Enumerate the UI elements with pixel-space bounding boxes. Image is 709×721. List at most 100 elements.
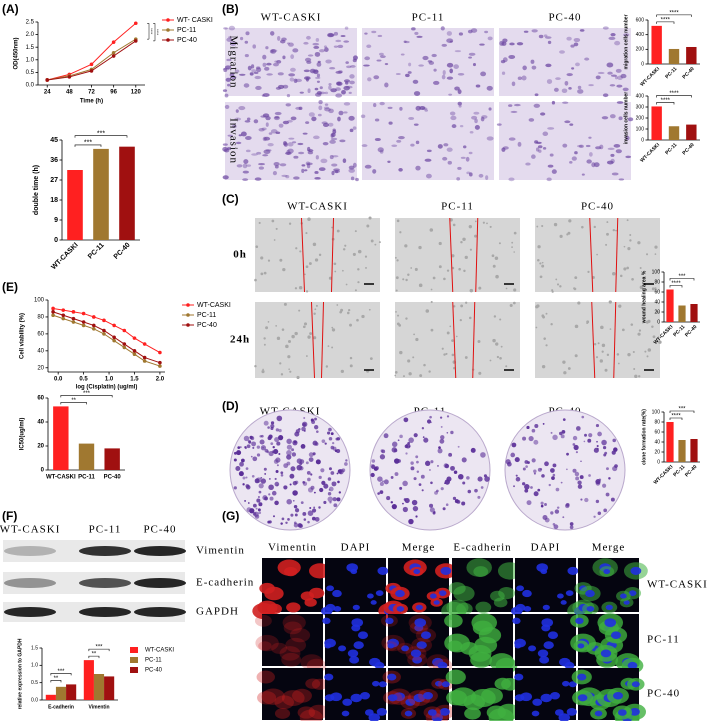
wound-bg <box>395 302 520 378</box>
cell <box>424 109 429 112</box>
colony <box>238 471 244 477</box>
colony <box>294 508 300 513</box>
colony <box>595 480 601 486</box>
texture <box>357 268 360 271</box>
colony <box>330 432 334 436</box>
colony <box>416 470 420 474</box>
colony <box>311 508 317 513</box>
colony <box>408 518 414 525</box>
colony <box>258 483 264 489</box>
texture <box>418 245 422 250</box>
cell <box>242 163 248 169</box>
cell <box>265 46 269 50</box>
texture <box>489 225 492 228</box>
colony <box>305 461 309 465</box>
significance-bracket <box>656 102 675 105</box>
colony <box>323 500 327 505</box>
point <box>91 315 96 319</box>
cell <box>618 178 625 181</box>
texture <box>599 359 603 363</box>
cell <box>303 41 309 45</box>
cell <box>315 37 320 42</box>
colony <box>437 465 439 467</box>
colony <box>429 507 435 513</box>
texture <box>639 285 644 290</box>
legend-label: WT-CASKI <box>145 648 174 654</box>
cell <box>479 43 485 46</box>
texture <box>262 368 264 371</box>
texture <box>586 320 590 324</box>
texture <box>621 328 625 332</box>
colony <box>331 481 337 487</box>
cell <box>324 103 329 106</box>
legend-label: WT- CASKI <box>177 17 213 24</box>
colony <box>561 430 566 434</box>
cell <box>516 42 524 46</box>
colony <box>276 415 283 422</box>
column-header: PC-11 <box>89 524 122 536</box>
texture <box>399 350 403 355</box>
colony <box>310 473 313 476</box>
texture <box>550 323 553 326</box>
nucleus <box>433 600 440 605</box>
texture <box>634 374 638 379</box>
nucleus <box>324 643 332 649</box>
cell <box>228 36 232 39</box>
cell <box>329 155 334 160</box>
texture <box>295 247 298 250</box>
cell <box>298 106 303 110</box>
x-tick-label: WT-CASKI <box>46 475 76 481</box>
nucleus <box>515 603 526 612</box>
cell <box>602 93 609 98</box>
column-header: E-cadherin <box>453 542 511 554</box>
nucleus <box>415 604 423 611</box>
colony <box>276 464 279 467</box>
texture <box>396 219 400 223</box>
colony <box>415 515 418 518</box>
cell <box>449 111 456 116</box>
cell <box>283 141 287 146</box>
cell <box>325 59 332 64</box>
cell <box>570 44 575 48</box>
cell <box>253 119 259 124</box>
significance-label: *** <box>95 645 103 651</box>
cell <box>301 164 306 167</box>
colony <box>307 487 314 493</box>
cell <box>331 170 335 176</box>
wound-edge <box>301 217 305 293</box>
nucleus <box>628 590 637 596</box>
nucleus <box>413 569 421 575</box>
vimentin-signal <box>305 678 321 689</box>
colony <box>454 499 459 504</box>
colony <box>552 434 558 441</box>
bar <box>686 124 697 140</box>
cell <box>543 34 548 38</box>
cell <box>443 143 449 147</box>
cell <box>571 156 577 161</box>
texture <box>639 267 642 269</box>
colony <box>610 497 615 502</box>
cell <box>258 166 265 170</box>
texture <box>349 323 352 327</box>
y-tick-label: 0.5 <box>31 680 38 686</box>
texture <box>258 221 261 225</box>
nucleus <box>372 680 380 687</box>
colony <box>588 474 591 477</box>
cell <box>424 158 432 162</box>
nucleus <box>543 641 554 650</box>
colony <box>405 452 408 455</box>
texture <box>349 356 353 360</box>
colony <box>587 438 592 443</box>
significance-label: **** <box>661 17 671 23</box>
cell <box>480 71 487 77</box>
colony <box>575 451 578 454</box>
point <box>158 360 162 365</box>
colony <box>418 483 422 487</box>
cell <box>485 175 489 180</box>
cell <box>280 39 286 44</box>
texture <box>458 267 461 271</box>
colony <box>314 516 320 522</box>
colony <box>257 508 261 512</box>
vimentin-signal <box>283 621 302 635</box>
cell <box>447 160 452 165</box>
